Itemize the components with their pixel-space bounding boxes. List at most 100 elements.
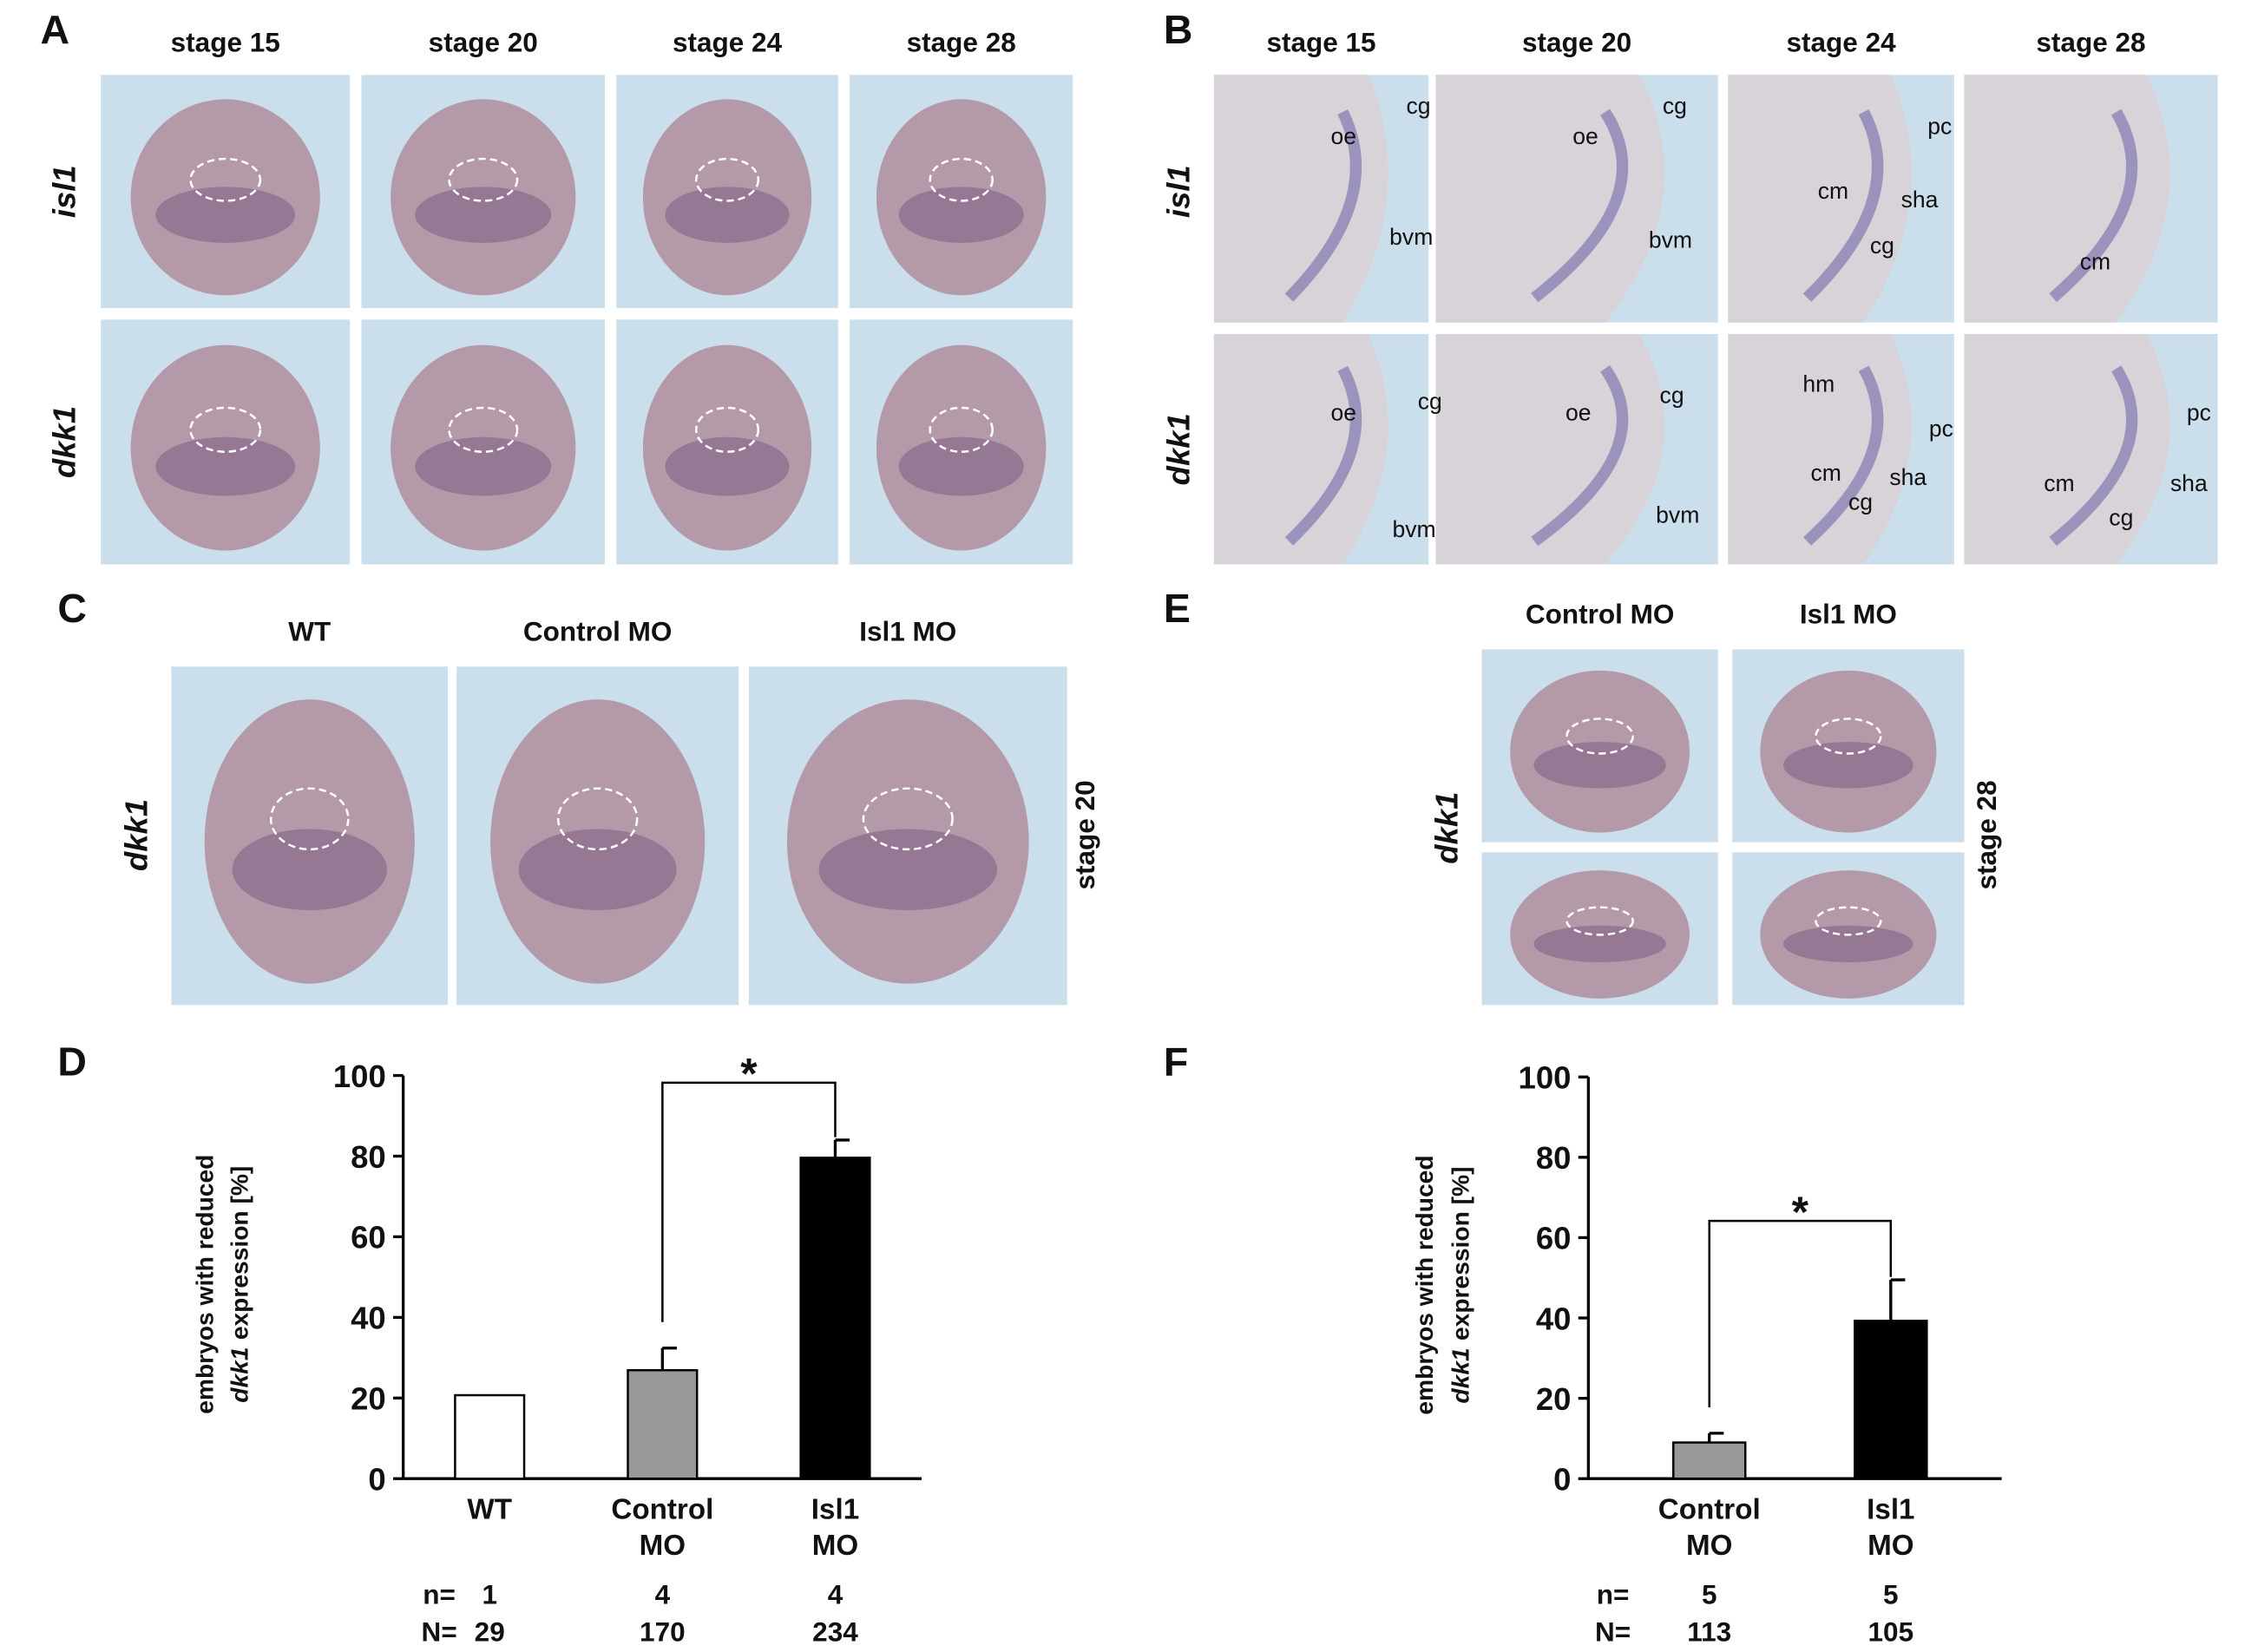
y-axis-label-gene: dkk1 xyxy=(1447,1347,1474,1403)
stain xyxy=(1803,365,1884,546)
x-tick-label: MO xyxy=(1867,1530,1913,1562)
outline xyxy=(862,787,954,851)
annotation: oe xyxy=(1572,123,1598,149)
n-label: n= xyxy=(1597,1579,1630,1610)
y-axis-label-text: expression [%] xyxy=(1447,1166,1474,1341)
stain xyxy=(665,436,790,496)
y-tick-label: 0 xyxy=(1553,1461,1571,1497)
bar xyxy=(627,1368,699,1480)
embryo xyxy=(130,99,320,296)
N-label: N= xyxy=(422,1616,457,1648)
y-tick-label: 40 xyxy=(1536,1301,1572,1336)
error-bar xyxy=(1708,1432,1724,1443)
y-axis-label-text: embryos with reduced xyxy=(1410,1155,1438,1414)
column-header: stage 20 xyxy=(1522,27,1631,58)
side-label: stage 20 xyxy=(1069,780,1100,889)
n-value: 4 xyxy=(655,1579,671,1610)
embryo xyxy=(391,99,576,296)
side-label: stage 28 xyxy=(1971,780,2002,889)
section xyxy=(1435,75,1665,323)
embryo xyxy=(876,344,1047,551)
n-value: 5 xyxy=(1883,1579,1899,1610)
annotation: bvm xyxy=(1389,224,1433,250)
error-bar xyxy=(833,1138,850,1158)
N-value: 234 xyxy=(812,1616,858,1648)
annotation: sha xyxy=(1889,464,1927,490)
significance-bracket xyxy=(1708,1219,1893,1408)
outline xyxy=(695,406,760,453)
stain xyxy=(665,187,790,243)
stain xyxy=(1533,742,1666,789)
x-tick-label: WT xyxy=(467,1494,512,1526)
y-tick-label: 80 xyxy=(351,1139,386,1175)
bar xyxy=(1854,1320,1928,1480)
stain xyxy=(155,436,296,496)
annotation: pc xyxy=(2187,400,2211,426)
outline xyxy=(556,787,639,851)
y-axis-label-text: embryos with reduced xyxy=(191,1155,219,1414)
y-tick-label: 100 xyxy=(1519,1060,1572,1096)
annotation: bvm xyxy=(1649,226,1692,252)
n-value: 5 xyxy=(1702,1579,1717,1610)
stain xyxy=(1783,925,1913,963)
column-header: Isl1 MO xyxy=(1800,599,1897,630)
N-label: N= xyxy=(1595,1616,1631,1648)
panel-label: C xyxy=(57,586,87,631)
section xyxy=(1964,333,2170,565)
stain xyxy=(1531,365,1629,547)
annotation: pc xyxy=(1927,113,1952,139)
embryo xyxy=(642,99,812,296)
row-label: dkk1 xyxy=(118,799,154,871)
x-tick-label: MO xyxy=(1686,1530,1732,1562)
bar xyxy=(799,1157,871,1480)
annotation: cg xyxy=(1418,388,1442,414)
stain xyxy=(1531,108,1629,303)
y-tick-label: 60 xyxy=(1536,1221,1572,1256)
panel-label: D xyxy=(57,1039,87,1085)
row-label: dkk1 xyxy=(1428,792,1464,864)
stain xyxy=(232,829,388,911)
y-tick-label: 20 xyxy=(351,1381,386,1417)
panel-label: F xyxy=(1164,1039,1188,1085)
stain xyxy=(898,436,1024,496)
y-tick-label: 100 xyxy=(333,1059,386,1094)
outline xyxy=(189,157,262,202)
x-tick-label: Control xyxy=(1658,1494,1761,1526)
x-tick-label: Isl1 xyxy=(811,1494,859,1526)
y-axis-label-gene: dkk1 xyxy=(225,1347,253,1402)
column-header: stage 28 xyxy=(2036,27,2145,58)
embryo xyxy=(642,344,812,551)
embryo xyxy=(876,99,1047,296)
column-header: Control MO xyxy=(1526,599,1675,630)
section xyxy=(1213,333,1388,565)
column-header: stage 20 xyxy=(429,27,538,58)
outline xyxy=(1566,906,1634,936)
stain xyxy=(1783,742,1913,789)
row-label: dkk1 xyxy=(1161,413,1197,485)
annotation: bvm xyxy=(1656,502,1699,528)
annotation: bvm xyxy=(1392,516,1435,542)
y-axis-label: dkk1 expression [%] xyxy=(225,1166,253,1403)
embryo xyxy=(1510,670,1690,833)
section xyxy=(1728,333,1912,565)
y-tick-label: 60 xyxy=(351,1220,386,1255)
annotation: cm xyxy=(2044,470,2074,496)
annotation: oe xyxy=(1330,400,1356,426)
x-tick-label: Control xyxy=(611,1494,713,1526)
column-header: stage 24 xyxy=(1787,27,1897,58)
annotation: cm xyxy=(1810,460,1841,486)
n-value: 4 xyxy=(828,1579,843,1610)
stain xyxy=(898,187,1024,243)
error-bar xyxy=(1889,1278,1906,1321)
stain xyxy=(518,829,677,911)
embryo xyxy=(204,699,415,984)
stain xyxy=(1284,365,1362,546)
outline xyxy=(1815,718,1882,755)
outline xyxy=(929,406,994,453)
stain xyxy=(1533,925,1666,963)
row-label: dkk1 xyxy=(46,406,82,478)
panel-label: E xyxy=(1164,586,1191,631)
section xyxy=(1213,75,1388,323)
column-header: stage 15 xyxy=(1266,27,1375,58)
